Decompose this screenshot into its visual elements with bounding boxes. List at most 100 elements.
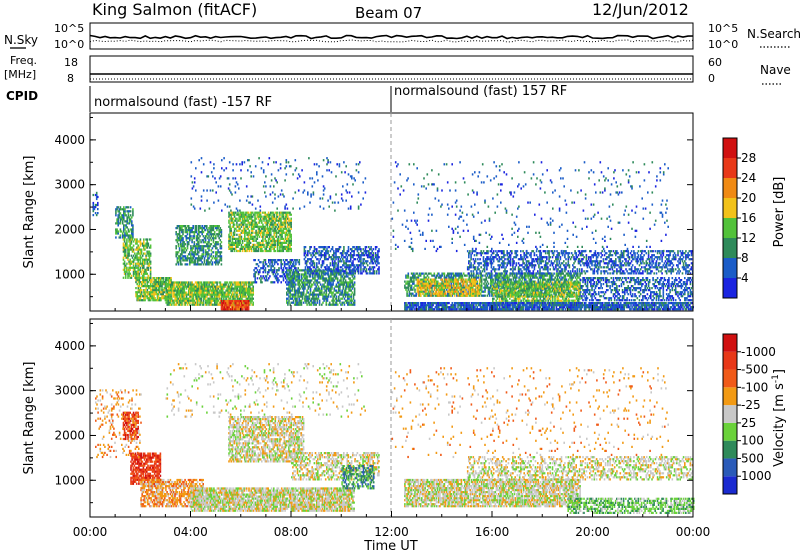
range-cell [246,297,249,300]
range-cell [298,275,300,278]
range-cell [447,292,449,295]
range-cell [267,243,270,246]
range-cell [347,291,349,294]
range-cell [200,281,202,284]
range-cell [416,272,419,275]
range-cell [124,254,127,257]
range-cell [296,275,298,278]
range-cell [310,283,313,286]
range-cell [139,268,142,271]
range-cell [349,272,352,275]
range-cell [210,253,213,256]
range-cell [129,210,132,213]
range-cell [123,254,126,257]
range-cell [277,249,280,253]
range-cell [239,211,242,214]
range-cell [153,277,155,280]
range-cell [266,279,269,282]
range-cell [434,294,437,297]
range-cell [152,297,154,300]
range-cell [230,300,233,303]
range-cell [293,303,296,306]
range-cell [251,299,253,302]
range-cell [326,163,328,166]
range-cell [125,220,127,223]
range-cell [94,203,97,207]
range-cell [183,289,186,292]
noise-right-tick-bottom: 10^0 [708,38,738,51]
range-cell [354,272,356,275]
range-cell [310,264,312,267]
range-cell [256,211,259,214]
range-cell [267,219,270,222]
range-cell [183,243,185,246]
range-cell [233,287,235,290]
range-cell [432,290,434,293]
range-cell [323,256,326,259]
range-cell [330,283,332,286]
range-cell [326,295,329,298]
range-cell [237,281,240,284]
range-cell [204,209,206,212]
range-cell [297,303,299,306]
range-cell [167,283,170,286]
range-cell [291,297,294,300]
range-cell [346,260,349,263]
range-cell [271,245,273,248]
range-cell [115,222,117,225]
range-cell [117,206,119,209]
range-cell [116,230,118,233]
range-cell [297,283,299,286]
range-cell [283,211,286,214]
range-cell [240,297,242,300]
range-cell [182,231,184,234]
range-cell [288,277,290,280]
range-cell [154,293,156,296]
range-cell [414,284,416,287]
range-cell [239,233,242,236]
range-cell [247,287,250,290]
range-cell [211,233,214,236]
range-cell [171,283,173,286]
range-cell [264,215,266,218]
range-cell [207,289,209,292]
range-cell [442,290,445,293]
range-cell [421,282,423,285]
range-cell [126,266,128,269]
range-cell [418,274,421,277]
range-cell [217,303,219,306]
range-cell [225,289,227,292]
range-cell [234,177,237,180]
range-cell [227,306,229,309]
range-cell [97,208,99,211]
range-cell [153,295,155,298]
range-cell [284,217,287,220]
range-cell [247,231,249,234]
range-cell [342,281,345,284]
range-cell [283,223,286,226]
range-cell [207,229,209,232]
range-cell [188,281,190,284]
range-cell [307,295,310,298]
range-cell [255,229,257,232]
range-cell [363,258,366,261]
range-cell [179,257,182,260]
range-cell [225,300,227,303]
range-cell [215,263,217,266]
range-cell [330,248,333,251]
range-cell [175,247,177,250]
range-cell [241,287,243,290]
range-cell [279,211,281,214]
range-cell [216,243,218,246]
range-cell [207,233,209,236]
range-cell [126,262,128,265]
range-cell [328,301,331,304]
range-cell [191,239,193,242]
range-cell [424,288,426,291]
range-cell [268,277,270,280]
range-cell [278,267,280,270]
range-cell [119,228,122,231]
range-cell [187,229,190,232]
range-cell [250,225,253,228]
range-cell [282,213,285,216]
